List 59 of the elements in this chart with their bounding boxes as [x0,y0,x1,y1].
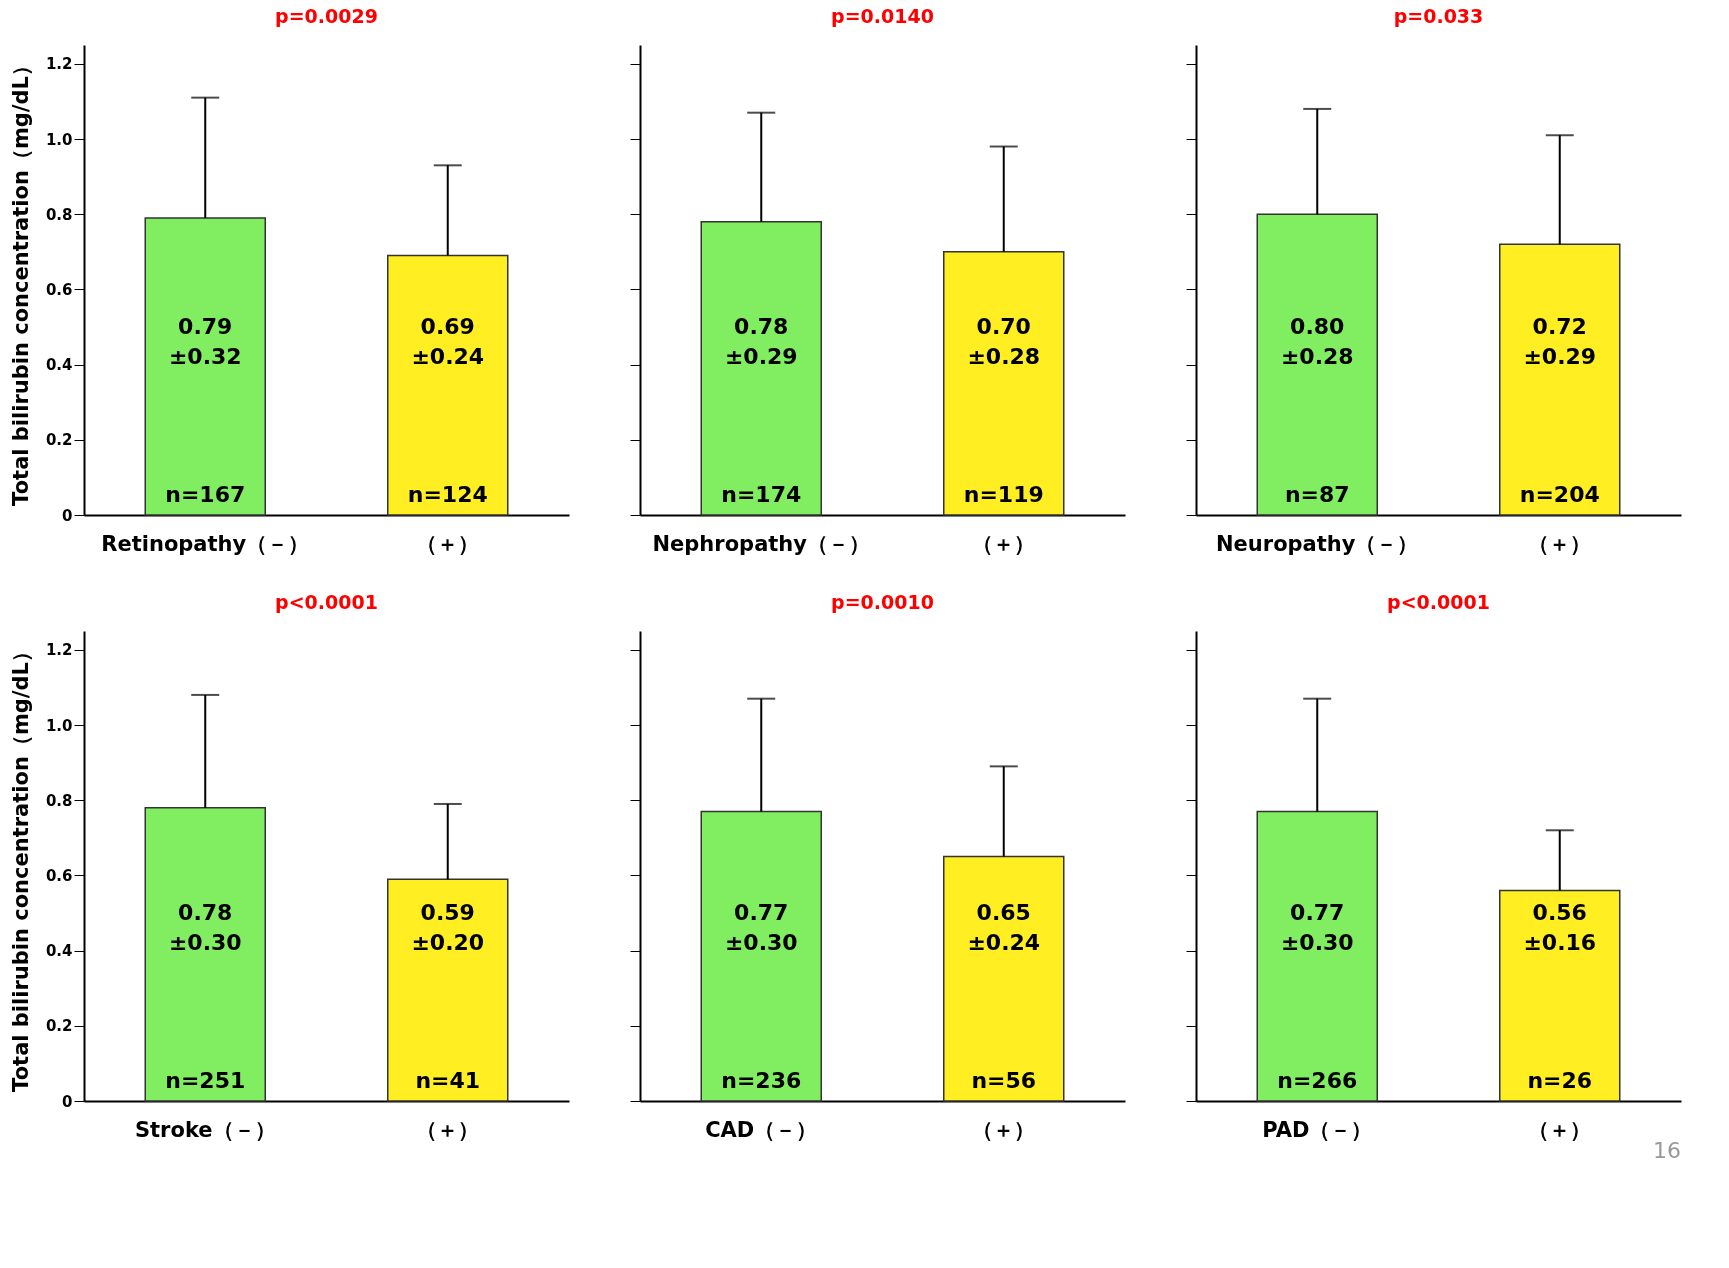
x-tick-label: （＋） [1528,531,1592,556]
annotation: n=167 [165,482,246,507]
annotation: n=204 [1519,482,1600,507]
annotation: n=41 [415,1068,481,1093]
y-axis-title: Total bilirubin concentration（mg/dL） [8,55,33,506]
data-label: 0.70 ±0.28 [967,314,1041,369]
x-tick-label: （＋） [1528,1117,1592,1142]
chart-title: p<0.0001 [275,591,378,613]
y-tick-label: 0.8 [45,791,73,810]
y-tick-label: 0.4 [45,942,73,961]
chart-title: p=0.0140 [831,5,934,27]
y-tick-label: 0.6 [45,866,73,885]
y-tick-label: 0.8 [45,205,73,224]
data-label: 0.80 ±0.28 [1280,314,1354,369]
annotation: n=124 [407,482,488,507]
y-tick-label: 1.2 [45,55,73,74]
chart-title: p=0.0029 [275,5,378,27]
data-label: 0.59 ±0.20 [411,900,485,955]
data-label: 0.72 ±0.29 [1523,314,1597,369]
x-tick-label: （＋） [416,1117,480,1142]
y-tick-label: 0.6 [45,280,73,299]
annotation: n=119 [963,482,1044,507]
x-tick-label: Retinopathy（－） [101,531,310,556]
x-tick-label: （＋） [972,1117,1036,1142]
x-tick-label: CAD（－） [705,1117,818,1142]
chart-title: p=0.0010 [831,591,934,613]
x-tick-label: Stroke（－） [134,1117,276,1142]
annotation: n=174 [721,482,802,507]
data-label: 0.79 ±0.32 [168,314,242,369]
x-tick-label: Nephropathy（－） [652,531,870,556]
annotation: n=251 [165,1068,246,1093]
chart-title: p<0.0001 [1387,591,1490,613]
y-tick-label: 0 [62,1092,73,1111]
annotation: n=266 [1277,1068,1358,1093]
x-tick-label: PAD（－） [1262,1117,1373,1142]
y-tick-label: 0.2 [45,431,73,450]
x-tick-label: （＋） [416,531,480,556]
data-label: 0.65 ±0.24 [967,900,1041,955]
data-label: 0.77 ±0.30 [724,900,798,955]
text: 16 [1653,1138,1681,1163]
data-label: 0.56 ±0.16 [1523,900,1597,955]
y-tick-label: 0.2 [45,1017,73,1036]
y-tick-label: 1.0 [45,130,73,149]
x-tick-label: Neuropathy（－） [1216,531,1419,556]
data-label: 0.69 ±0.24 [411,314,485,369]
y-tick-label: 1.0 [45,716,73,735]
y-tick-label: 1.2 [45,641,73,660]
data-label: 0.78 ±0.29 [724,314,798,369]
annotation: n=26 [1527,1068,1593,1093]
y-tick-label: 0.4 [45,356,73,375]
x-tick-label: （＋） [972,531,1036,556]
chart-title: p=0.033 [1393,5,1484,27]
y-tick-label: 0 [62,506,73,525]
annotation: n=56 [971,1068,1037,1093]
data-label: 0.77 ±0.30 [1280,900,1354,955]
annotation: n=236 [721,1068,802,1093]
annotation: n=87 [1284,482,1350,507]
y-axis-title: Total bilirubin concentration（mg/dL） [8,641,33,1092]
data-label: 0.78 ±0.30 [168,900,242,955]
